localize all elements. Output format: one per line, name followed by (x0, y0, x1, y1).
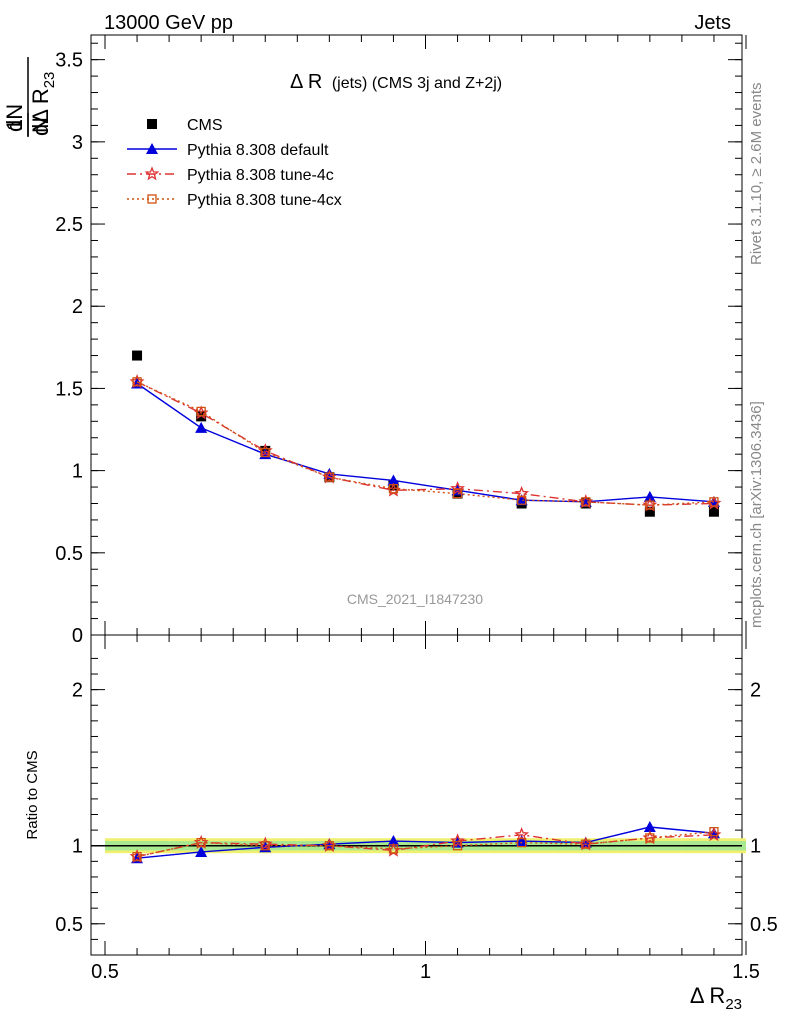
main-y-tick-label: 1.5 (55, 378, 83, 400)
plot-title: Δ R (jets) (CMS 3j and Z+2j) (290, 71, 502, 93)
ratio-series-point (388, 844, 399, 854)
ratio-series-group (129, 821, 722, 864)
main-series-point (517, 495, 527, 505)
ratio-series-point (195, 845, 208, 857)
svg-text:dΔ R23: dΔ R23 (28, 72, 58, 136)
ratio-series-point (517, 837, 527, 848)
main-series-point (388, 484, 399, 494)
y-axis-label-main: 1 N dN dΔ R23 (2, 57, 58, 137)
main-y-tick-label: 3 (72, 132, 83, 154)
ratio-y-tick-label: 2 (72, 680, 83, 702)
legend-marker (144, 166, 160, 181)
main-series-line (136, 381, 714, 506)
ratio-series-line (136, 830, 715, 858)
main-series-point (708, 506, 719, 517)
ratio-y-tick-label-right: 2 (750, 680, 761, 702)
plot-title-paren: (jets) (CMS 3j and Z+2j) (332, 75, 502, 92)
main-series-point (450, 480, 466, 496)
legend-label: Pythia 8.308 tune-4cx (187, 192, 342, 209)
main-series-point (515, 494, 528, 506)
y-axis-label-ratio: Ratio to CMS (24, 750, 41, 839)
ratio-series-point (324, 841, 335, 851)
main-series-point (643, 490, 656, 502)
mcplots-label: mcplots.cern.ch [arXiv:1306.3436] (748, 401, 765, 628)
ratio-series-line (136, 834, 714, 858)
main-y-tick-label: 3.5 (55, 50, 83, 72)
legend-label: Pythia 8.308 tune-4c (187, 167, 334, 184)
ratio-series-point (450, 833, 465, 848)
legend-label: Pythia 8.308 default (187, 142, 329, 159)
main-series-point (132, 350, 143, 361)
ratio-y-tick-label-right: 0.5 (750, 914, 778, 936)
ratio-y-tick-label: 0.5 (55, 914, 83, 936)
ratio-series-point (196, 837, 206, 848)
ratio-series-line (136, 826, 715, 859)
legend-marker (146, 143, 158, 154)
main-y-tick-label: 0.5 (55, 543, 83, 565)
axis-ticks: 0 0.5 1 1.5 2 2.5 3 3.5 0.5 0.5 1 1 2 2 0.5 1 1.5 (55, 35, 778, 983)
ratio-y-tick-label: 1 (72, 836, 83, 858)
ratio-series-point (515, 835, 528, 847)
main-series-group (129, 350, 722, 517)
main-y-tick-label: 2 (72, 296, 83, 318)
main-y-tick-label: 2.5 (55, 214, 83, 236)
ratio-panel-frame (90, 634, 743, 956)
legend-marker (147, 119, 157, 129)
legend-marker (147, 194, 157, 204)
ratio-y-tick-label-right: 1 (750, 836, 761, 858)
x-tick-label: 0.5 (91, 961, 119, 983)
main-series-point (644, 506, 655, 517)
x-axis-label: Δ R23 (690, 983, 742, 1013)
ratio-series-point (645, 833, 655, 843)
header-energy-label: 13000 GeV pp (104, 12, 233, 34)
plot-title-main: Δ R (290, 71, 322, 93)
ratio-series-point (452, 841, 463, 851)
ratio-series-point (514, 827, 530, 842)
rivet-version-label: Rivet 3.1.10, ≥ 2.6M events (748, 83, 765, 266)
svg-text:N: N (28, 117, 53, 133)
main-series-point (132, 377, 142, 387)
svg-text:dN: dN (2, 104, 27, 132)
ratio-series-point (709, 827, 719, 837)
x-tick-label: 1 (420, 961, 431, 983)
svg-text:1: 1 (2, 119, 27, 131)
main-series-point (645, 500, 655, 510)
legend: CMS Pythia 8.308 default Pythia 8.308 tune… (127, 117, 342, 209)
ratio-series-point (387, 835, 400, 847)
ratio-series-point (643, 821, 656, 832)
header-jets-label: Jets (694, 12, 731, 34)
main-series-point (452, 488, 463, 499)
main-series-point (260, 447, 270, 458)
main-y-tick-label: 0 (72, 625, 83, 647)
main-series-point (324, 472, 335, 482)
main-series-line (136, 382, 715, 503)
main-series-point (581, 497, 591, 507)
main-y-tick-label: 1 (72, 461, 83, 483)
ratio-series-point (260, 841, 270, 851)
main-series-point (195, 421, 208, 433)
main-series-point (709, 497, 719, 507)
legend-label: CMS (187, 117, 223, 134)
analysis-watermark: CMS_2021_I1847230 (347, 591, 483, 607)
ratio-series-point (581, 839, 591, 849)
main-series-line (136, 381, 714, 506)
main-series-point (387, 474, 400, 486)
ratio-series-point (132, 852, 142, 862)
main-series-point (196, 406, 206, 417)
x-tick-label: 1.5 (732, 961, 760, 983)
